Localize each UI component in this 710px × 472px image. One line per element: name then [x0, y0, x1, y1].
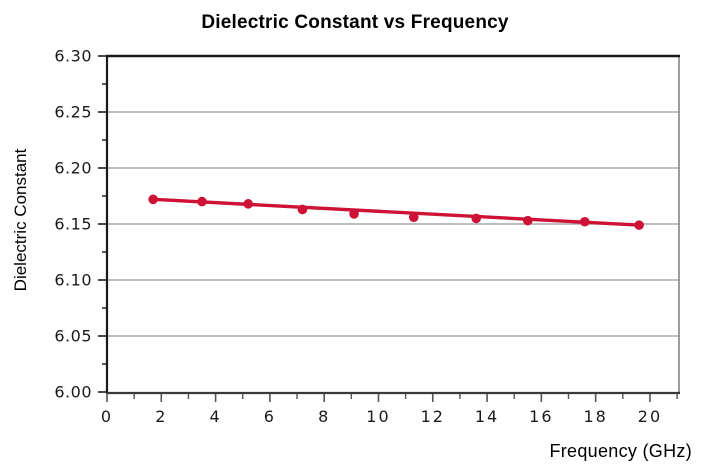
- y-tick-label: 6.00: [54, 383, 92, 402]
- x-tick-label: 14: [475, 407, 499, 426]
- x-tick-label: 18: [583, 407, 607, 426]
- trend-line: [151, 197, 641, 227]
- data-point: [243, 199, 253, 209]
- data-point: [148, 194, 158, 205]
- x-tick-label: 8: [318, 407, 330, 426]
- data-point: [579, 216, 590, 227]
- y-tick-label: 6.20: [54, 159, 92, 178]
- x-tick-label: 20: [638, 407, 662, 426]
- y-tick-label: 6.05: [54, 327, 92, 346]
- y-tick-label: 6.30: [54, 47, 92, 66]
- x-tick-label: 2: [155, 407, 167, 426]
- y-tick-label: 6.10: [54, 271, 92, 290]
- data-point: [349, 209, 359, 219]
- data-point: [297, 204, 308, 215]
- y-tick-label: 6.15: [54, 215, 92, 234]
- x-tick-label: 16: [529, 407, 553, 426]
- y-tick-label: 6.25: [54, 103, 92, 122]
- data-point: [408, 212, 419, 223]
- data-point: [471, 213, 482, 224]
- x-tick-label: 12: [421, 407, 445, 426]
- data-point: [522, 215, 533, 226]
- data-point: [197, 196, 207, 207]
- chart-title: Dielectric Constant vs Frequency: [201, 12, 509, 33]
- x-tick-label: 0: [101, 407, 113, 426]
- x-tick-label: 6: [264, 407, 276, 426]
- data-point: [634, 220, 644, 230]
- x-tick-label: 4: [209, 407, 221, 426]
- x-axis-label: Frequency (GHz): [549, 441, 692, 461]
- x-tick-label: 10: [366, 407, 390, 426]
